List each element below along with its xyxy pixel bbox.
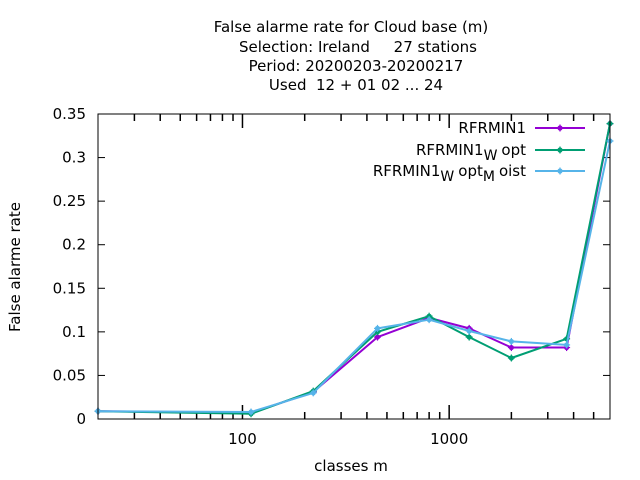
legend-label: RFRMIN1 bbox=[458, 119, 526, 137]
y-tick-label: 0.05 bbox=[53, 366, 86, 384]
legend-marker bbox=[556, 146, 564, 154]
title-line-4: Used 12 + 01 02 ... 24 bbox=[269, 76, 443, 94]
chart-title: False alarme rate for Cloud base (m) Sel… bbox=[214, 18, 489, 94]
x-axis-label: classes m bbox=[314, 457, 388, 475]
series-3-point bbox=[563, 341, 571, 349]
series-2-point bbox=[507, 354, 515, 362]
legend-marker bbox=[556, 167, 564, 175]
title-line-2: Selection: Ireland 27 stations bbox=[239, 38, 477, 56]
axis-ticks: 0 0.05 0.1 0.15 0.2 0.25 0.3 0.35 100 1000 bbox=[53, 105, 610, 448]
title-line-1: False alarme rate for Cloud base (m) bbox=[214, 18, 489, 36]
series-3-point bbox=[309, 389, 317, 397]
plot-frame bbox=[97, 113, 611, 420]
legend-entry-2: RFRMIN1W opt bbox=[416, 141, 585, 164]
y-tick-label: 0.3 bbox=[62, 149, 86, 167]
series-2-point bbox=[465, 333, 473, 341]
series-line-2 bbox=[97, 123, 611, 415]
legend-label: RFRMIN1W optM oist bbox=[373, 162, 526, 185]
series-line-3 bbox=[97, 140, 611, 413]
legend-entry-3: RFRMIN1W optM oist bbox=[373, 162, 585, 185]
legend-marker bbox=[556, 124, 564, 132]
y-tick-label: 0.25 bbox=[53, 192, 86, 210]
series-1-point bbox=[507, 344, 515, 352]
legend-entry-1: RFRMIN1 bbox=[458, 119, 585, 137]
y-tick-label: 0.2 bbox=[62, 236, 86, 254]
y-tick-label: 0.35 bbox=[53, 105, 86, 123]
series-3-point bbox=[465, 327, 473, 335]
y-tick-label: 0 bbox=[76, 410, 86, 428]
series-3-point bbox=[425, 316, 433, 324]
y-tick-label: 0.15 bbox=[53, 279, 86, 297]
title-line-3: Period: 20200203-20200217 bbox=[249, 57, 464, 75]
y-axis-label: False alarme rate bbox=[6, 202, 24, 332]
series-3-point bbox=[373, 324, 381, 332]
x-tick-label: 1000 bbox=[430, 430, 468, 448]
legend-label: RFRMIN1W opt bbox=[416, 141, 526, 164]
series-3-point bbox=[507, 337, 515, 345]
y-tick-label: 0.1 bbox=[62, 323, 86, 341]
series-3-point bbox=[247, 408, 255, 416]
series-line-1 bbox=[97, 123, 611, 414]
x-tick-label: 100 bbox=[228, 430, 257, 448]
series-layer bbox=[94, 120, 614, 418]
